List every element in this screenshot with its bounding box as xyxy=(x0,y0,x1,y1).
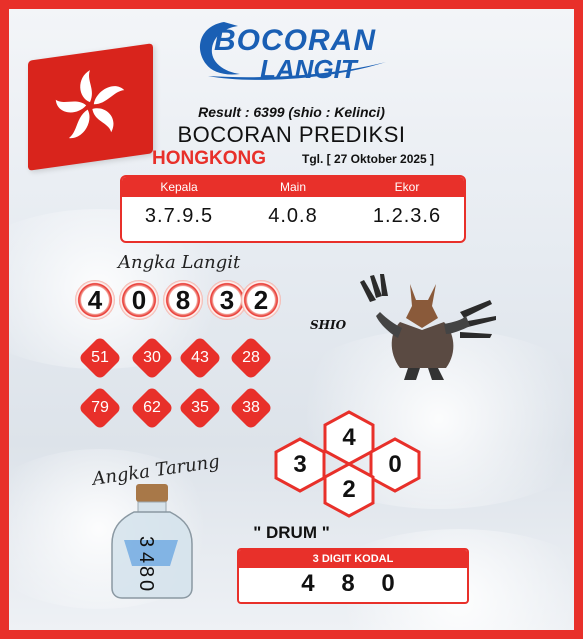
prediction-title: BOCORAN PREDIKSI xyxy=(177,122,406,147)
hex-top-value: 4 xyxy=(342,424,356,451)
result-text: Result : 6399 (shio : Kelinci) xyxy=(198,104,385,120)
pair-badge: 30 xyxy=(129,335,175,381)
shio-wolf-icon xyxy=(360,274,496,380)
bottle-icon: 3 4 8 0 xyxy=(108,480,198,605)
pair-value: 38 xyxy=(242,399,260,416)
langit-digit: 0 xyxy=(119,280,159,320)
kodal-label: 3 DIGIT KODAL xyxy=(239,550,467,568)
pair-badge: 62 xyxy=(129,385,175,431)
pair-value: 51 xyxy=(91,349,109,366)
langit-digit: 2 xyxy=(241,280,281,320)
pair-value: 35 xyxy=(191,399,209,416)
kodal-value: 4 8 0 xyxy=(301,570,405,597)
pair-value: 28 xyxy=(242,349,260,366)
pair-value: 79 xyxy=(91,399,109,416)
date-text: Tgl. [ 27 Oktober 2025 ] xyxy=(302,152,435,166)
angka-langit-label: Angka Langit xyxy=(118,252,241,273)
hex-left-value: 3 xyxy=(293,451,307,478)
prediction-table-header xyxy=(122,177,464,197)
logo-text-bocoran: BOCORAN xyxy=(214,24,376,57)
kodal-box: 3 DIGIT KODAL 4 8 0 xyxy=(237,548,469,604)
hex-left: 3 xyxy=(272,437,328,493)
pair-value: 30 xyxy=(143,349,161,366)
langit-digit: 4 xyxy=(75,280,115,320)
pair-badge: 79 xyxy=(77,385,123,431)
bottle-digit: 0 xyxy=(135,579,158,592)
value-kepala: 3.7.9.5 xyxy=(144,205,214,227)
pair-value: 62 xyxy=(143,399,161,416)
hex-right: 0 xyxy=(367,437,423,493)
bottle-digit: 8 xyxy=(135,565,158,578)
shio-label: SHIO xyxy=(310,318,347,332)
hongkong-flag-icon xyxy=(28,43,153,171)
bocoran-langit-logo: BOCORAN LANGIT xyxy=(190,18,390,88)
market-name: HONGKONG xyxy=(152,148,266,169)
pair-value: 43 xyxy=(191,349,209,366)
bottle-digit: 4 xyxy=(135,551,158,564)
pair-badge: 43 xyxy=(177,335,223,381)
header-kepala: Kepala xyxy=(160,180,198,194)
langit-digit: 8 xyxy=(163,280,203,320)
value-main: 4.0.8 xyxy=(268,205,318,227)
hex-bottom: 2 xyxy=(321,462,377,518)
prediction-table: Kepala Main Ekor 3.7.9.5 4.0.8 1.2.3.6 xyxy=(120,175,466,243)
drum-label: " DRUM " xyxy=(253,523,330,542)
logo-text-langit: LANGIT xyxy=(260,54,357,84)
header-main: Main xyxy=(279,180,306,194)
hex-bottom-value: 2 xyxy=(342,476,356,503)
hex-right-value: 0 xyxy=(388,451,402,478)
pair-badge: 35 xyxy=(177,385,223,431)
pair-badge: 51 xyxy=(77,335,123,381)
pair-badge: 38 xyxy=(228,385,274,431)
langit-digit: 3 xyxy=(207,280,247,320)
value-ekor: 1.2.3.6 xyxy=(372,205,442,227)
pair-badge: 28 xyxy=(228,335,274,381)
header-ekor: Ekor xyxy=(394,180,420,194)
